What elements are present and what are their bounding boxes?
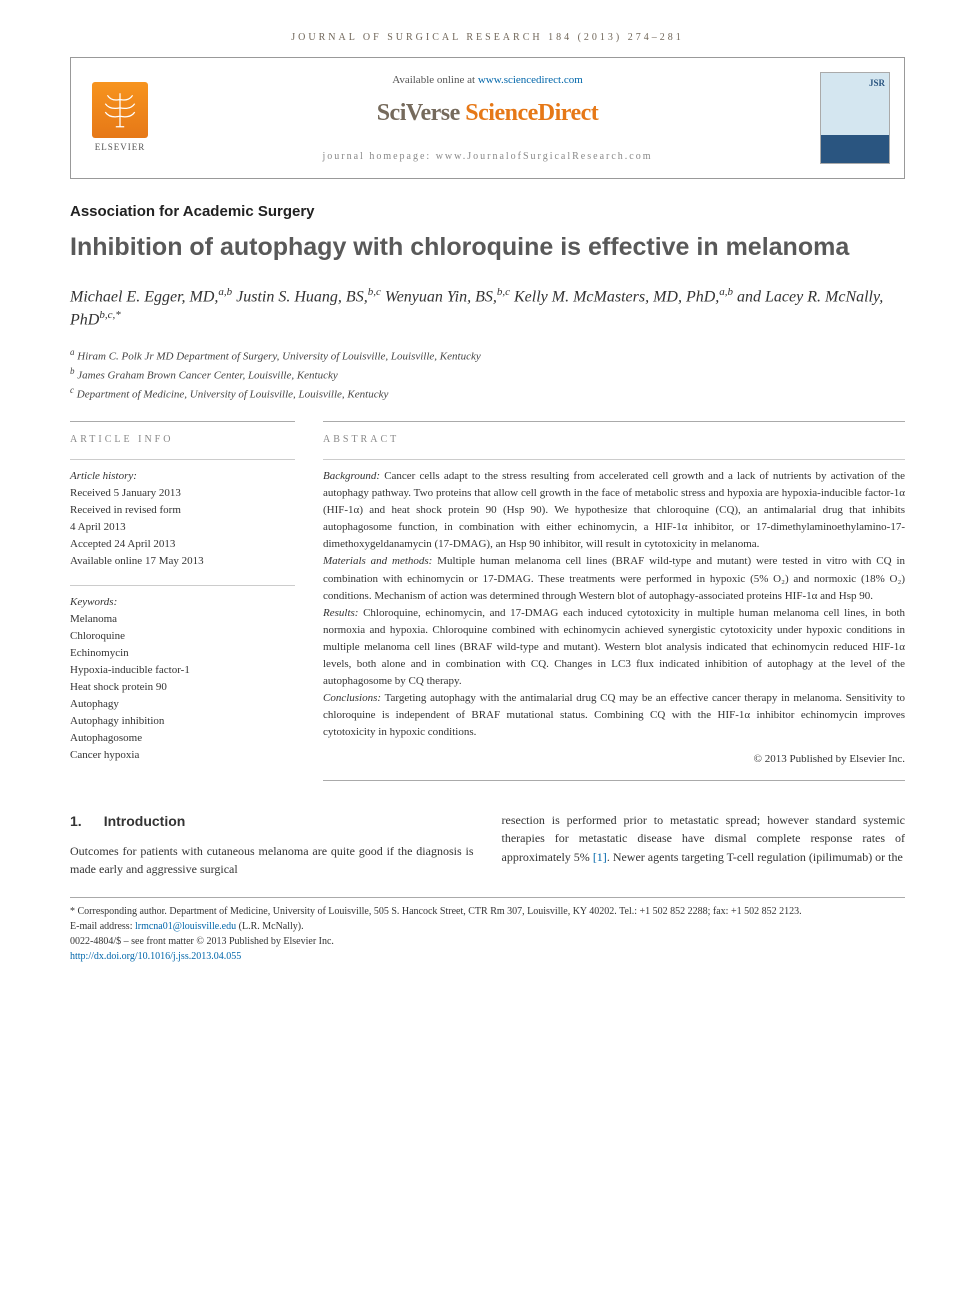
available-online-text: Available online at www.sciencedirect.co… xyxy=(155,72,820,89)
elsevier-tree-icon xyxy=(92,82,148,138)
article-info-head: ARTICLE INFO xyxy=(70,421,295,447)
issn-line: 0022-4804/$ – see front matter © 2013 Pu… xyxy=(70,934,905,949)
abstract-col: ABSTRACT Background: Cancer cells adapt … xyxy=(323,421,905,780)
publisher-banner: ELSEVIER Available online at www.science… xyxy=(70,57,905,179)
elsevier-label: ELSEVIER xyxy=(95,141,146,155)
authors: Michael E. Egger, MD,a,b Justin S. Huang… xyxy=(70,285,905,332)
intro-columns: 1.Introduction Outcomes for patients wit… xyxy=(70,811,905,879)
sciverse-brand: SciVerse ScienceDirect xyxy=(155,95,820,131)
article-history: Article history: Received 5 January 2013… xyxy=(70,459,295,570)
doi-link[interactable]: http://dx.doi.org/10.1016/j.jss.2013.04.… xyxy=(70,951,241,962)
intro-left-col: 1.Introduction Outcomes for patients wit… xyxy=(70,811,474,879)
article-title: Inhibition of autophagy with chloroquine… xyxy=(70,232,905,263)
intro-right-col: resection is performed prior to metastat… xyxy=(502,811,906,879)
info-abstract-row: ARTICLE INFO Article history: Received 5… xyxy=(70,421,905,780)
footer-block: * Corresponding author. Department of Me… xyxy=(70,897,905,964)
association-line: Association for Academic Surgery xyxy=(70,201,905,224)
abstract-text: Background: Cancer cells adapt to the st… xyxy=(323,459,905,741)
ref-1-link[interactable]: [1] xyxy=(593,850,607,864)
elsevier-logo: ELSEVIER xyxy=(85,78,155,158)
article-info-col: ARTICLE INFO Article history: Received 5… xyxy=(70,421,295,780)
journal-homepage: journal homepage: www.JournalofSurgicalR… xyxy=(155,149,820,164)
corresponding-author: * Corresponding author. Department of Me… xyxy=(70,904,905,919)
sciencedirect-link[interactable]: www.sciencedirect.com xyxy=(478,74,583,86)
affiliations: a Hiram C. Polk Jr MD Department of Surg… xyxy=(70,346,905,403)
intro-heading: 1.Introduction xyxy=(70,811,474,832)
email-line: E-mail address: lrmcna01@louisville.edu … xyxy=(70,919,905,934)
journal-header: JOURNAL OF SURGICAL RESEARCH 184 (2013) … xyxy=(70,30,905,45)
banner-center: Available online at www.sciencedirect.co… xyxy=(155,72,820,164)
abstract-head: ABSTRACT xyxy=(323,421,905,447)
journal-cover-thumb: JSR xyxy=(820,72,890,164)
email-link[interactable]: lrmcna01@louisville.edu xyxy=(135,921,236,932)
keywords-block: Keywords: MelanomaChloroquineEchinomycin… xyxy=(70,585,295,764)
copyright-line: © 2013 Published by Elsevier Inc. xyxy=(323,751,905,781)
intro-body-left: Outcomes for patients with cutaneous mel… xyxy=(70,842,474,879)
